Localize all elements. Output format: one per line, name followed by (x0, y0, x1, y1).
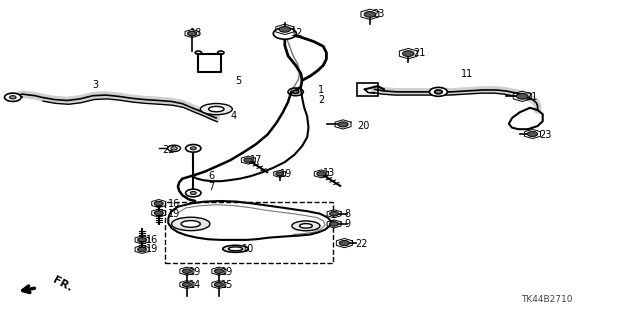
Circle shape (154, 201, 163, 206)
Circle shape (330, 222, 339, 226)
Text: 8: 8 (344, 209, 351, 219)
Text: 19: 19 (146, 244, 158, 255)
Circle shape (182, 269, 191, 273)
Text: 20: 20 (357, 121, 369, 131)
Circle shape (339, 241, 349, 246)
Text: 10: 10 (242, 244, 254, 255)
Ellipse shape (172, 217, 210, 231)
Circle shape (214, 269, 223, 273)
Text: FR.: FR. (51, 275, 74, 294)
Ellipse shape (292, 221, 320, 231)
Circle shape (516, 93, 528, 99)
Circle shape (186, 145, 201, 152)
Text: 19: 19 (280, 169, 292, 179)
Text: 17: 17 (250, 155, 262, 165)
Circle shape (214, 282, 223, 287)
Circle shape (244, 158, 253, 162)
Circle shape (190, 191, 196, 195)
Circle shape (273, 28, 296, 39)
Text: TK44B2710: TK44B2710 (522, 295, 573, 304)
Circle shape (317, 172, 326, 176)
Circle shape (429, 87, 447, 96)
Circle shape (168, 145, 180, 152)
Circle shape (4, 93, 21, 101)
Text: 9: 9 (344, 219, 351, 229)
Text: 22: 22 (163, 145, 175, 155)
Ellipse shape (181, 221, 200, 227)
Text: 18: 18 (190, 28, 202, 39)
Text: 12: 12 (291, 28, 303, 39)
Circle shape (138, 247, 147, 252)
Ellipse shape (200, 103, 232, 115)
Text: 7: 7 (209, 182, 215, 192)
Text: 15: 15 (221, 279, 233, 290)
Text: 19: 19 (189, 267, 201, 277)
Circle shape (527, 131, 538, 137)
Circle shape (10, 96, 16, 99)
Circle shape (279, 26, 291, 32)
Ellipse shape (209, 107, 224, 112)
Text: 5: 5 (236, 76, 242, 86)
Circle shape (138, 238, 147, 242)
Circle shape (364, 11, 376, 17)
Text: 22: 22 (355, 239, 368, 249)
Circle shape (171, 147, 177, 150)
Circle shape (330, 211, 339, 216)
Text: 13: 13 (323, 168, 335, 178)
Text: 16: 16 (168, 198, 180, 209)
Circle shape (182, 282, 191, 287)
Ellipse shape (300, 224, 312, 228)
Ellipse shape (223, 245, 248, 252)
Circle shape (403, 51, 414, 56)
Circle shape (435, 90, 442, 94)
Text: 23: 23 (539, 130, 551, 140)
Text: 11: 11 (461, 69, 473, 79)
Text: 3: 3 (93, 79, 99, 90)
Text: 16: 16 (146, 235, 158, 245)
Ellipse shape (228, 247, 243, 251)
Text: 19: 19 (221, 267, 233, 277)
Text: 21: 21 (525, 92, 537, 102)
Text: 14: 14 (189, 279, 201, 290)
Circle shape (292, 90, 299, 93)
Text: 4: 4 (230, 111, 237, 122)
Text: 2: 2 (318, 94, 324, 105)
Circle shape (190, 147, 196, 150)
Text: 6: 6 (209, 171, 215, 181)
Circle shape (154, 211, 163, 215)
Circle shape (186, 189, 201, 197)
Text: 23: 23 (372, 9, 385, 19)
Text: 21: 21 (413, 48, 425, 58)
Circle shape (338, 122, 348, 127)
Text: 1: 1 (318, 85, 324, 95)
Circle shape (276, 172, 284, 176)
Circle shape (188, 31, 196, 36)
Text: 19: 19 (168, 209, 180, 219)
